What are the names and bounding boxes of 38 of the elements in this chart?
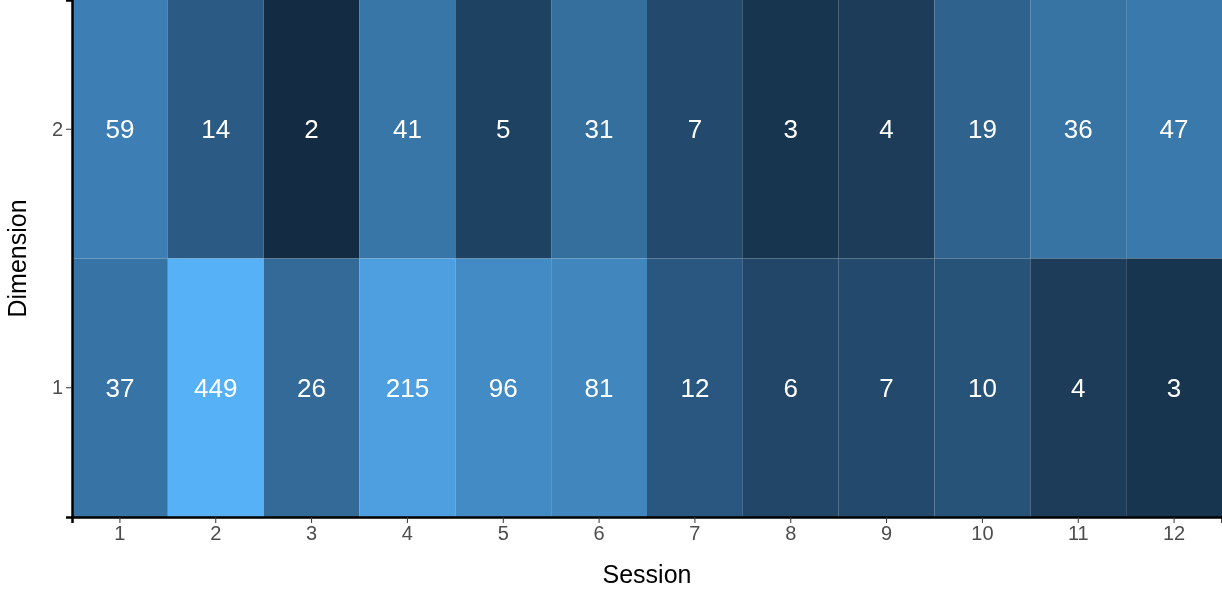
data-label: 19 [967, 114, 997, 145]
data-label: 36 [1063, 114, 1093, 145]
data-label: 12 [680, 372, 710, 403]
data-label: 31 [584, 114, 614, 145]
data-label: 215 [385, 372, 430, 403]
data-label: 59 [105, 114, 135, 145]
x-tick-label: 1 [114, 522, 126, 545]
x-tick-label: 2 [210, 522, 222, 545]
data-label: 3 [783, 114, 798, 145]
x-axis-title: Session [602, 560, 692, 588]
data-label: 449 [194, 372, 238, 403]
data-label: 37 [105, 372, 135, 403]
data-label: 2 [304, 114, 319, 145]
x-tick-label: 8 [785, 522, 797, 545]
x-tick-label: 5 [497, 522, 509, 545]
x-tick-label: 12 [1162, 522, 1186, 545]
data-label: 5 [496, 114, 511, 145]
x-tick-label: 11 [1067, 522, 1089, 545]
data-label: 6 [783, 372, 798, 403]
data-label: 10 [967, 372, 997, 403]
data-label: 7 [687, 114, 703, 145]
data-label: 4 [879, 114, 894, 145]
data-label: 7 [879, 372, 894, 403]
data-label: 26 [297, 372, 327, 403]
data-label: 14 [201, 114, 231, 145]
x-tick-label: 9 [881, 522, 893, 545]
x-tick-label: 4 [401, 522, 413, 545]
data-label: 81 [584, 372, 614, 403]
data-label: 41 [392, 114, 422, 145]
x-tick-label: 7 [689, 522, 701, 545]
data-label: 96 [488, 372, 518, 403]
x-tick-label: 10 [971, 522, 994, 545]
x-tick-label: 3 [306, 522, 318, 545]
x-tick-label: 6 [593, 522, 605, 545]
y-axis-title: Dimension [3, 199, 31, 318]
data-label: 47 [1159, 114, 1189, 145]
data-label: 4 [1071, 372, 1086, 403]
data-label: 3 [1166, 372, 1182, 403]
